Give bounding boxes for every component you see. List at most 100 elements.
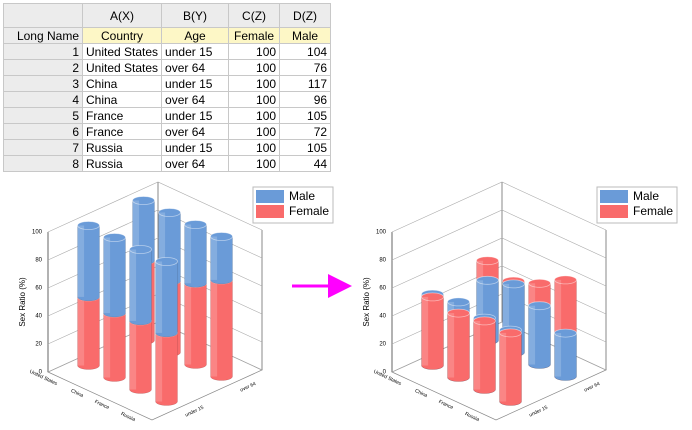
cylinder-top [103,233,126,242]
cell: 100 [228,139,281,156]
cell: China [81,75,163,92]
worksheet: A(X) B(Y) C(Z) D(Z) Long Name Country Age Femal… [3,3,332,172]
cell: over 64 [161,155,230,172]
depth-tick-label: over 64 [239,381,257,394]
bar-male [554,328,577,381]
cell: C(Z) [228,3,281,28]
cylinder-body [528,305,551,369]
chart: 0 20 40 60 80 100 Sex Ratio (%) United States Ch… [18,181,334,423]
grid-line [47,181,263,233]
cell: Country [81,27,163,44]
cylinder-body [103,237,126,318]
cell: France [81,123,163,140]
cylinder-top [499,328,522,338]
cylinder-shade [447,313,455,378]
y-tick-label: 40 [379,314,386,320]
cylinder-body [210,236,233,285]
cylinder-shade [554,279,562,377]
cell: Long Name [3,27,83,44]
cell: 96 [279,91,332,108]
cell: under 15 [161,75,230,92]
bar-female [210,275,233,381]
cylinder-top [528,278,551,288]
x-tick-label: France [93,399,110,411]
bar-male [129,245,152,326]
x-tick-label: France [437,399,454,411]
depth-tick-label: under 15 [184,405,205,419]
cylinder-top [421,292,444,302]
cylinder-body [499,332,522,406]
cylinder-body [184,283,207,369]
bar-female [499,328,522,406]
cylinder-shade [210,279,218,377]
cell: United States [81,43,163,60]
cylinder-body [77,225,100,302]
cylinder-top [476,275,499,285]
cylinder-shade [158,212,166,282]
cell: Male [279,27,332,44]
cell: 100 [228,75,281,92]
cell: 72 [279,123,332,140]
cell [3,3,83,28]
cell: over 64 [161,123,230,140]
y-tick-label: 20 [35,342,42,348]
y-axis-label: Sex Ratio (%) [362,277,371,327]
cylinder-top [447,297,470,307]
bar-female [77,292,100,370]
y-tick-label: 100 [32,230,43,236]
cell: 117 [279,75,332,92]
bar-female [447,308,470,382]
legend-swatch [600,190,628,203]
x-tick-label: United States [372,369,402,387]
cell: France [81,107,163,124]
cylinder-top [184,220,207,229]
cell: 76 [279,59,332,76]
cylinder-shade [77,296,85,366]
cylinder-shade [184,283,192,365]
cell: 4 [3,91,83,108]
bar-male [184,220,207,288]
cell: China [81,91,163,108]
y-tick-label: 0 [383,370,387,376]
depth-tick-label: over 64 [583,381,601,394]
cylinder-shade [155,332,163,402]
cylinder-shade [502,283,510,353]
cylinder-shade [132,200,140,261]
cylinder-shade [103,313,111,378]
cylinder-shade [528,305,536,365]
cell: B(Y) [161,3,230,28]
cell: 100 [228,43,281,60]
legend-swatch [256,190,284,203]
bar-female [155,328,178,406]
cylinder-body [421,296,444,370]
cell: 5 [3,107,83,124]
cylinder-top [77,221,100,230]
cylinder-shade [184,224,192,284]
cylinder-shade [499,332,507,402]
y-tick-label: 40 [35,314,42,320]
cylinder-shade [421,296,429,366]
legend-label: Female [633,204,673,218]
cylinder-top [554,275,577,285]
cell: 100 [228,91,281,108]
cylinder-top [132,196,155,205]
cylinder-body [447,312,470,382]
cell: 2 [3,59,83,76]
bar-male [155,257,178,338]
cylinder-body [129,320,152,394]
cylinder-top [158,208,181,217]
y-tick-label: 80 [379,258,386,264]
depth-tick-label: under 15 [528,405,549,419]
cylinder-shade [155,261,163,333]
bar-female [421,292,444,370]
cylinder-shade [77,225,85,297]
bar-female [129,316,152,394]
cell: 100 [228,107,281,124]
cylinder-top [210,232,233,241]
cylinder-top [554,328,577,338]
cell: Russia [81,139,163,156]
cell: 7 [3,139,83,156]
cylinder-body [210,279,233,381]
